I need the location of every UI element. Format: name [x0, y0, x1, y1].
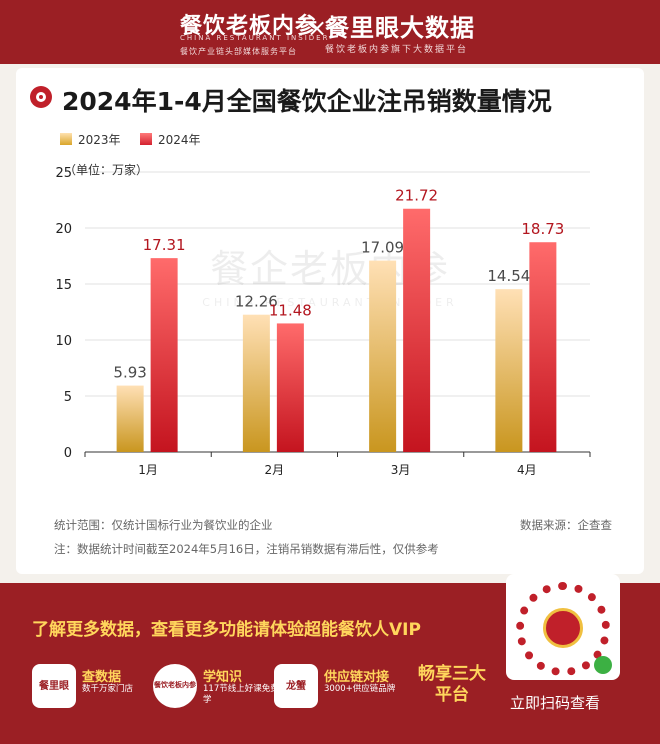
- data-label: 21.72: [395, 187, 438, 205]
- enjoy-text: 畅享三大平台: [418, 664, 486, 706]
- bar-2023年-4月: [495, 289, 523, 452]
- brand2-tagline: 餐饮老板内参旗下大数据平台: [325, 45, 469, 55]
- canliyan-logo-icon: 餐里眼: [32, 664, 76, 708]
- chart-title: 2024年1-4月全国餐饮企业注吊销数量情况: [62, 87, 552, 116]
- data-label: 5.93: [113, 364, 146, 382]
- legend-label-2023: 2023年: [78, 133, 121, 147]
- y-tick-label: 25: [55, 166, 72, 181]
- bar-2023年-2月: [242, 314, 270, 452]
- feature-desc: 数千万家门店: [82, 684, 134, 694]
- scope-note: 统计范围：仅统计国标行业为餐饮业的企业: [54, 518, 273, 532]
- bar-2023年-1月: [116, 385, 144, 452]
- legend-swatch-2024: [140, 133, 152, 145]
- bar-2024年-2月: [276, 323, 304, 452]
- y-tick-label: 5: [64, 390, 72, 405]
- header-banner: [0, 0, 660, 64]
- y-axis-label: （单位：万家）: [64, 162, 148, 177]
- feature-desc: 117节线上好课免费学: [203, 684, 279, 706]
- target-icon: [30, 86, 52, 108]
- remark-note: 注：数据统计时间截至2024年5月16日，注销吊销数据有滞后性，仅供参考: [54, 542, 439, 556]
- brand1-en: CHINA RESTAURANT INSIDER: [180, 34, 330, 42]
- data-label: 11.48: [269, 301, 312, 319]
- cta-text: 了解更多数据，查看更多功能请体验超能餐饮人VIP: [32, 620, 421, 640]
- longxie-logo-icon: 龙蟹: [274, 664, 318, 708]
- y-tick-label: 10: [55, 334, 72, 349]
- feature-title: 查数据: [82, 670, 122, 685]
- x-tick-label: 3月: [391, 463, 411, 477]
- feature-title: 学知识: [203, 670, 243, 685]
- feature-desc: 3000+供应链品牌: [324, 684, 396, 694]
- brand2-logo: 餐里眼大数据: [325, 14, 475, 42]
- brand1-logo: 餐饮老板内参: [180, 14, 319, 39]
- qr-ring: [516, 582, 610, 676]
- y-tick-label: 15: [55, 278, 72, 293]
- brand1-tagline: 餐饮产业链头部媒体服务平台: [180, 47, 297, 56]
- feature-title: 供应链对接: [324, 670, 390, 685]
- scan-text: 立即扫码查看: [510, 694, 601, 712]
- bar-2024年-4月: [529, 242, 557, 452]
- legend-label-2024: 2024年: [158, 133, 201, 147]
- x-tick-label: 2月: [265, 463, 285, 477]
- qr-code[interactable]: [506, 574, 620, 680]
- bar-2024年-1月: [150, 258, 178, 452]
- data-label: 14.54: [487, 267, 530, 285]
- data-label: 17.31: [143, 236, 186, 254]
- y-tick-label: 0: [64, 446, 72, 461]
- bar-chart: （单位：万家） 餐企老板内参 CHINA RESTAURANT INSIDER …: [55, 162, 591, 477]
- miniprogram-icon: [594, 656, 612, 674]
- bar-2023年-3月: [369, 260, 397, 452]
- y-tick-label: 20: [55, 222, 72, 237]
- bar-2024年-3月: [403, 208, 431, 452]
- source-note: 数据来源：企查查: [520, 518, 612, 532]
- data-label: 18.73: [521, 220, 564, 238]
- data-label: 17.09: [361, 239, 404, 257]
- x-tick-label: 4月: [517, 463, 537, 477]
- x-tick-label: 1月: [138, 463, 158, 477]
- insider-logo-icon: 餐饮老板内参: [153, 664, 197, 708]
- data-label: 12.26: [235, 293, 278, 311]
- legend-swatch-2023: [60, 133, 72, 145]
- qr-logo-icon: [543, 608, 583, 648]
- separator-icon: ×: [307, 14, 328, 42]
